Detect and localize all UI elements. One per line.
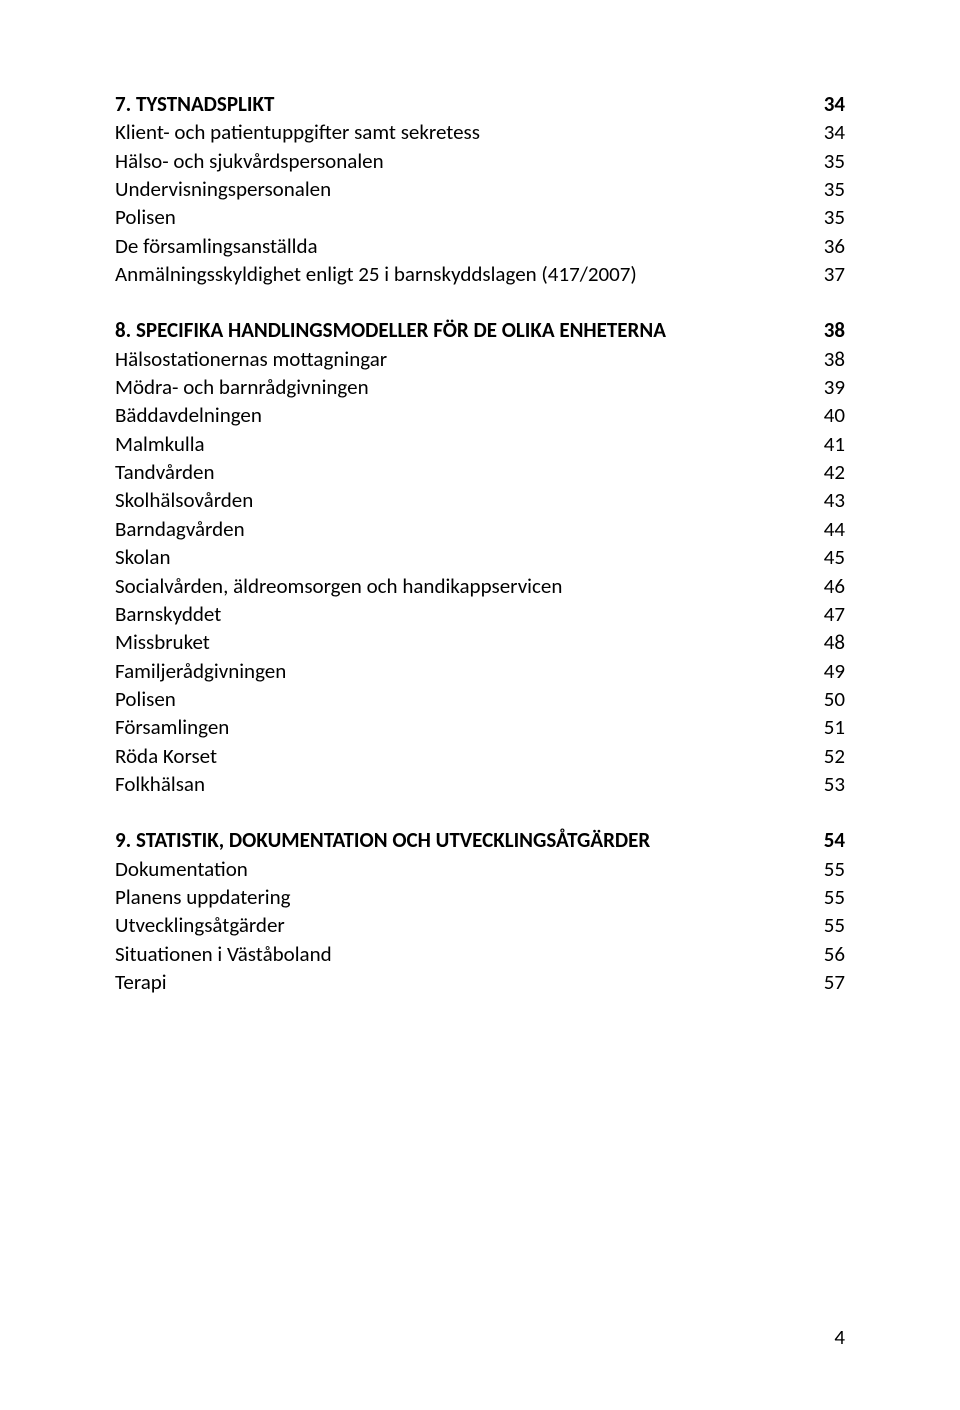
toc-section-7: 7. TYSTNADSPLIKT 34 Klient- och patientu… (115, 90, 845, 288)
toc-item-row: Situationen i Väståboland 56 (115, 940, 845, 968)
toc-item-row: Utvecklingsåtgärder 55 (115, 911, 845, 939)
toc-heading-page: 54 (815, 826, 845, 854)
toc-heading-page: 34 (815, 90, 845, 118)
toc-item-page: 48 (815, 628, 845, 656)
toc-item-row: Hälsostationernas mottagningar 38 (115, 345, 845, 373)
toc-heading-row: 7. TYSTNADSPLIKT 34 (115, 90, 845, 118)
page-number: 4 (834, 1324, 845, 1350)
toc-item-row: Församlingen 51 (115, 713, 845, 741)
toc-item-row: Anmälningsskyldighet enligt 25 i barnsky… (115, 260, 845, 288)
toc-item-page: 52 (815, 742, 845, 770)
toc-item-page: 47 (815, 600, 845, 628)
toc-item-label: Utvecklingsåtgärder (115, 911, 815, 939)
toc-item-row: Klient- och patientuppgifter samt sekret… (115, 118, 845, 146)
toc-item-label: Tandvården (115, 458, 815, 486)
toc-item-label: Bäddavdelningen (115, 401, 815, 429)
toc-item-label: Anmälningsskyldighet enligt 25 i barnsky… (115, 260, 815, 288)
toc-item-row: Socialvården, äldreomsorgen och handikap… (115, 572, 845, 600)
toc-item-page: 45 (815, 543, 845, 571)
toc-item-label: Skolan (115, 543, 815, 571)
toc-item-label: Hälso- och sjukvårdspersonalen (115, 147, 815, 175)
toc-item-page: 49 (815, 657, 845, 685)
toc-item-page: 44 (815, 515, 845, 543)
toc-item-page: 35 (815, 203, 845, 231)
toc-item-row: Skolhälsovården 43 (115, 486, 845, 514)
toc-item-page: 53 (815, 770, 845, 798)
toc-item-label: Terapi (115, 968, 815, 996)
toc-item-label: Undervisningspersonalen (115, 175, 815, 203)
toc-item-page: 39 (815, 373, 845, 401)
toc-item-label: Folkhälsan (115, 770, 815, 798)
toc-item-page: 35 (815, 175, 845, 203)
toc-item-row: Barnskyddet 47 (115, 600, 845, 628)
toc-item-row: Barndagvården 44 (115, 515, 845, 543)
toc-item-page: 50 (815, 685, 845, 713)
toc-heading-label: 9. STATISTIK, DOKUMENTATION OCH UTVECKLI… (115, 826, 815, 854)
toc-item-row: Skolan 45 (115, 543, 845, 571)
toc-item-row: Tandvården 42 (115, 458, 845, 486)
toc-item-label: Socialvården, äldreomsorgen och handikap… (115, 572, 815, 600)
toc-item-label: Situationen i Väståboland (115, 940, 815, 968)
toc-item-page: 41 (815, 430, 845, 458)
toc-item-row: Bäddavdelningen 40 (115, 401, 845, 429)
toc-heading-page: 38 (815, 316, 845, 344)
toc-item-row: Terapi 57 (115, 968, 845, 996)
toc-item-row: Hälso- och sjukvårdspersonalen 35 (115, 147, 845, 175)
toc-item-page: 55 (815, 855, 845, 883)
toc-item-label: Röda Korset (115, 742, 815, 770)
toc-item-label: Dokumentation (115, 855, 815, 883)
toc-item-label: Barndagvården (115, 515, 815, 543)
toc-item-label: Klient- och patientuppgifter samt sekret… (115, 118, 815, 146)
toc-heading-label: 8. SPECIFIKA HANDLINGSMODELLER FÖR DE OL… (115, 316, 815, 344)
toc-item-page: 55 (815, 883, 845, 911)
toc-item-row: Familjerådgivningen 49 (115, 657, 845, 685)
toc-item-page: 51 (815, 713, 845, 741)
toc-item-page: 38 (815, 345, 845, 373)
toc-item-label: Mödra- och barnrådgivningen (115, 373, 815, 401)
toc-item-page: 46 (815, 572, 845, 600)
toc-section-8: 8. SPECIFIKA HANDLINGSMODELLER FÖR DE OL… (115, 316, 845, 798)
toc-item-label: Polisen (115, 685, 815, 713)
toc-item-page: 43 (815, 486, 845, 514)
toc-item-page: 57 (815, 968, 845, 996)
toc-item-row: Polisen 35 (115, 203, 845, 231)
toc-item-page: 37 (815, 260, 845, 288)
toc-item-row: Planens uppdatering 55 (115, 883, 845, 911)
toc-item-label: Polisen (115, 203, 815, 231)
toc-heading-label: 7. TYSTNADSPLIKT (115, 90, 815, 118)
toc-heading-row: 8. SPECIFIKA HANDLINGSMODELLER FÖR DE OL… (115, 316, 845, 344)
toc-item-row: De församlingsanställda 36 (115, 232, 845, 260)
toc-item-label: Malmkulla (115, 430, 815, 458)
toc-item-row: Polisen 50 (115, 685, 845, 713)
toc-item-label: Hälsostationernas mottagningar (115, 345, 815, 373)
toc-item-label: Barnskyddet (115, 600, 815, 628)
toc-section-9: 9. STATISTIK, DOKUMENTATION OCH UTVECKLI… (115, 826, 845, 996)
toc-heading-row: 9. STATISTIK, DOKUMENTATION OCH UTVECKLI… (115, 826, 845, 854)
toc-item-label: Familjerådgivningen (115, 657, 815, 685)
toc-item-page: 40 (815, 401, 845, 429)
toc-item-row: Undervisningspersonalen 35 (115, 175, 845, 203)
toc-item-page: 36 (815, 232, 845, 260)
toc-item-page: 42 (815, 458, 845, 486)
toc-item-label: Planens uppdatering (115, 883, 815, 911)
toc-item-page: 56 (815, 940, 845, 968)
toc-item-row: Missbruket 48 (115, 628, 845, 656)
toc-item-row: Röda Korset 52 (115, 742, 845, 770)
toc-item-label: Missbruket (115, 628, 815, 656)
toc-item-page: 55 (815, 911, 845, 939)
toc-item-label: Skolhälsovården (115, 486, 815, 514)
toc-item-row: Mödra- och barnrådgivningen 39 (115, 373, 845, 401)
toc-item-label: Församlingen (115, 713, 815, 741)
document-page: 7. TYSTNADSPLIKT 34 Klient- och patientu… (0, 0, 960, 1410)
toc-item-row: Malmkulla 41 (115, 430, 845, 458)
toc-item-page: 35 (815, 147, 845, 175)
toc-item-row: Folkhälsan 53 (115, 770, 845, 798)
toc-item-row: Dokumentation 55 (115, 855, 845, 883)
toc-item-label: De församlingsanställda (115, 232, 815, 260)
toc-item-page: 34 (815, 118, 845, 146)
